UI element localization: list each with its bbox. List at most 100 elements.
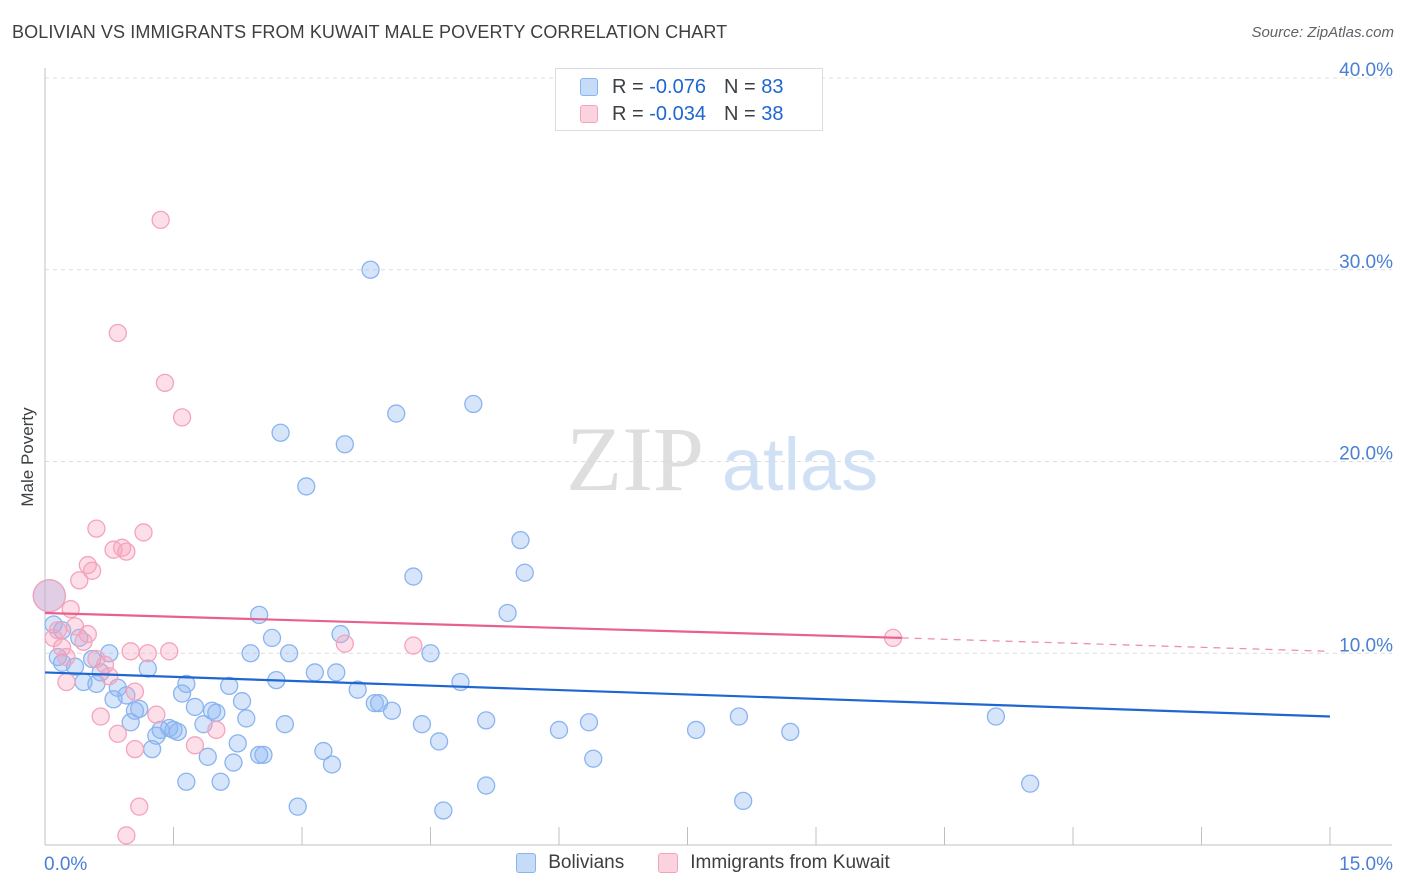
trend-lines [44,611,1331,718]
point-bolivians [382,701,402,720]
point-bolivians [279,644,299,663]
point-bolivians [729,707,749,726]
point-kuwait [70,571,89,590]
point-bolivians [168,722,187,742]
source-label: Source: ZipAtlas.com [1251,24,1394,41]
legend-r-label: R = [612,75,644,98]
series-swatch-kuwait [658,853,679,873]
point-bolivians [185,697,205,717]
point-bolivians [579,713,599,732]
point-kuwait [335,634,354,653]
point-bolivians [434,801,453,820]
point-kuwait [87,519,106,538]
point-kuwait [117,826,136,845]
point-kuwait [130,797,149,816]
point-kuwait [82,561,102,580]
series-legend-bolivians: Bolivians [516,852,624,874]
legend-r-value: -0.076 [649,75,706,98]
point-bolivians [177,772,196,791]
legend-row-kuwait: R = -0.034 N = 38 [580,102,783,126]
point-kuwait [185,736,205,755]
point-bolivians [1021,774,1040,793]
point-kuwait [48,621,67,640]
point-bolivians [387,404,406,423]
point-bolivians [288,797,307,816]
point-bolivians [130,699,149,719]
point-bolivians [515,563,534,582]
point-bolivians [198,747,217,766]
point-kuwait [57,647,76,667]
point-bolivians [464,394,483,414]
trend-line-kuwait [44,611,902,640]
point-bolivians [686,720,706,740]
point-bolivians [177,674,196,694]
point-bolivians [404,567,423,586]
point-bolivians [250,745,269,765]
point-kuwait [147,705,166,724]
point-kuwait [125,739,145,759]
trend-line-bolivians [44,671,1331,718]
watermark-zip: ZIP [566,408,704,510]
legend-n-value: 83 [761,75,784,98]
point-bolivians [498,603,517,623]
point-kuwait [125,682,145,701]
point-kuwait [151,210,170,230]
x-tick-label: 0.0% [44,854,87,875]
point-bolivians [250,605,269,625]
point-bolivians [262,628,282,648]
grid-lines [45,77,1392,654]
point-kuwait [91,707,110,726]
watermark: ZIP atlas [566,408,878,510]
y-tick-label: 30.0% [1339,252,1393,273]
legend-swatch-kuwait [580,105,598,123]
point-bolivians [412,715,432,734]
point-bolivians [172,684,192,703]
point-kuwait [155,373,175,393]
data-points [32,210,1040,845]
y-tick-label: 10.0% [1339,635,1393,656]
series-kuwait [32,210,903,845]
point-bolivians [232,692,252,711]
point-bolivians [584,749,603,768]
point-kuwait [207,720,226,740]
point-bolivians [207,703,226,722]
point-bolivians [305,663,325,682]
point-kuwait [172,408,192,427]
point-bolivians [348,680,367,699]
series-label-kuwait: Immigrants from Kuwait [690,852,890,873]
point-bolivians [734,791,753,811]
point-bolivians [254,745,273,765]
point-bolivians [138,659,157,678]
y-tick-label: 20.0% [1339,444,1393,465]
legend-r-label: R = [612,102,644,125]
point-bolivians [237,709,256,728]
legend-n-label: N = [723,102,756,125]
trend-line-kuwait-extension [901,637,1331,652]
point-kuwait [121,642,140,661]
point-bolivians [241,644,260,663]
point-kuwait [100,667,119,686]
point-kuwait [134,523,153,542]
tick-labels: 10.0% 20.0% 30.0% 40.0% 0.0% 15.0% [44,60,1393,875]
point-kuwait [404,636,423,655]
series-legend: Bolivians Immigrants from Kuwait [0,852,1406,874]
point-bolivians [335,435,354,454]
point-bolivians [361,260,380,279]
point-kuwait [57,672,76,692]
point-bolivians [224,753,243,772]
point-bolivians [322,755,342,774]
point-bolivians [220,676,239,695]
point-bolivians [331,624,350,644]
series-swatch-bolivians [516,853,537,873]
y-tick-label: 40.0% [1339,60,1393,81]
point-kuwait [108,724,127,743]
axes [44,68,1392,846]
series-label-bolivians: Bolivians [548,852,625,873]
point-bolivians [121,713,140,732]
legend-n-label: N = [723,75,756,98]
point-bolivians [477,711,496,730]
point-kuwait [52,638,72,657]
point-bolivians [275,715,295,734]
series-legend-kuwait: Immigrants from Kuwait [658,852,890,874]
